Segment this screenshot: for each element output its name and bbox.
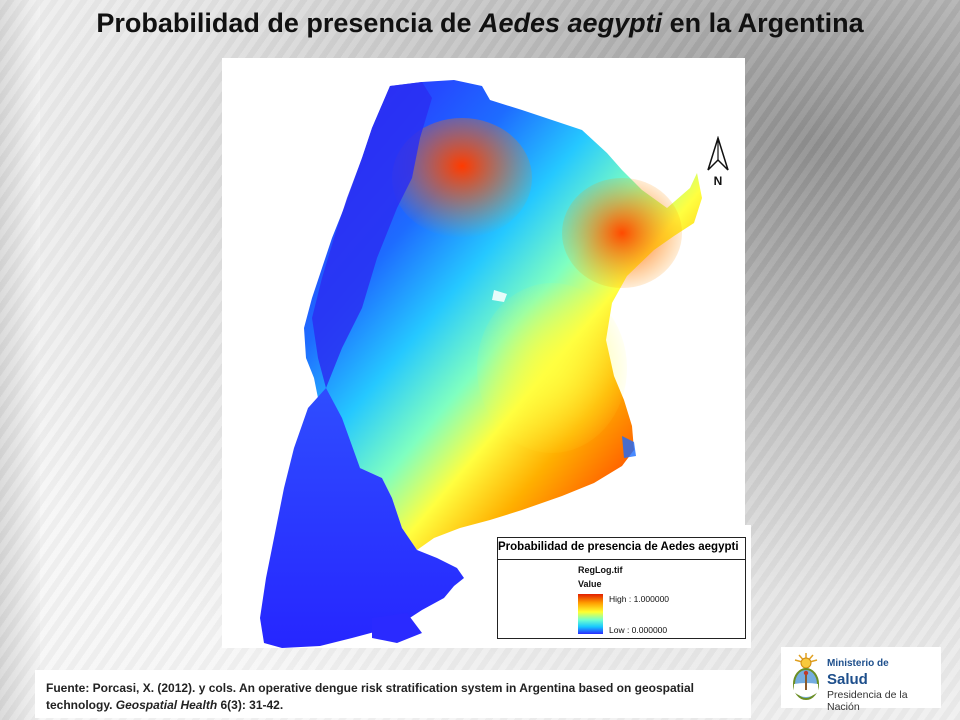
legend-high-label: High : 1.000000 bbox=[609, 594, 670, 604]
citation-text: Fuente: Porcasi, X. (2012). y cols. An o… bbox=[46, 680, 726, 714]
citation-part-2: 6(3): 31-42. bbox=[217, 698, 284, 712]
legend-title: Probabilidad de presencia de Aedes aegyp… bbox=[498, 541, 739, 553]
source-citation: Fuente: Porcasi, X. (2012). y cols. An o… bbox=[35, 670, 751, 718]
north-label: N bbox=[714, 174, 723, 188]
legend-layer-name: RegLog.tif bbox=[578, 565, 623, 575]
map-legend: Probabilidad de presencia de Aedes aegyp… bbox=[488, 525, 751, 648]
citation-journal: Geospatial Health bbox=[115, 698, 218, 712]
slide-title: Probabilidad de presencia de Aedes aegyp… bbox=[0, 8, 960, 39]
legend-color-ramp bbox=[578, 594, 603, 634]
ministry-line-2: Salud bbox=[827, 671, 868, 688]
legend-frame: Probabilidad de presencia de Aedes aegyp… bbox=[497, 537, 746, 639]
title-suffix: en la Argentina bbox=[662, 8, 864, 38]
argentina-map-image bbox=[260, 80, 702, 648]
argentina-coat-of-arms-icon bbox=[793, 653, 819, 700]
title-prefix: Probabilidad de presencia de bbox=[96, 8, 479, 38]
citation-part-1: Fuente: Porcasi, X. (2012). y cols. An o… bbox=[46, 681, 694, 712]
title-species: Aedes aegypti bbox=[479, 8, 663, 38]
legend-low-label: Low : 0.000000 bbox=[609, 625, 668, 635]
ministry-line-3: Presidencia de la Nación bbox=[827, 689, 908, 713]
legend-divider bbox=[498, 559, 745, 560]
ministry-line-1: Ministerio de bbox=[827, 658, 889, 669]
risk-map: N bbox=[222, 58, 745, 648]
legend-value-label: Value bbox=[578, 579, 602, 589]
background-left-strip bbox=[0, 0, 40, 720]
ministry-logo: Ministerio de Salud Presidencia de la Na… bbox=[781, 647, 941, 713]
